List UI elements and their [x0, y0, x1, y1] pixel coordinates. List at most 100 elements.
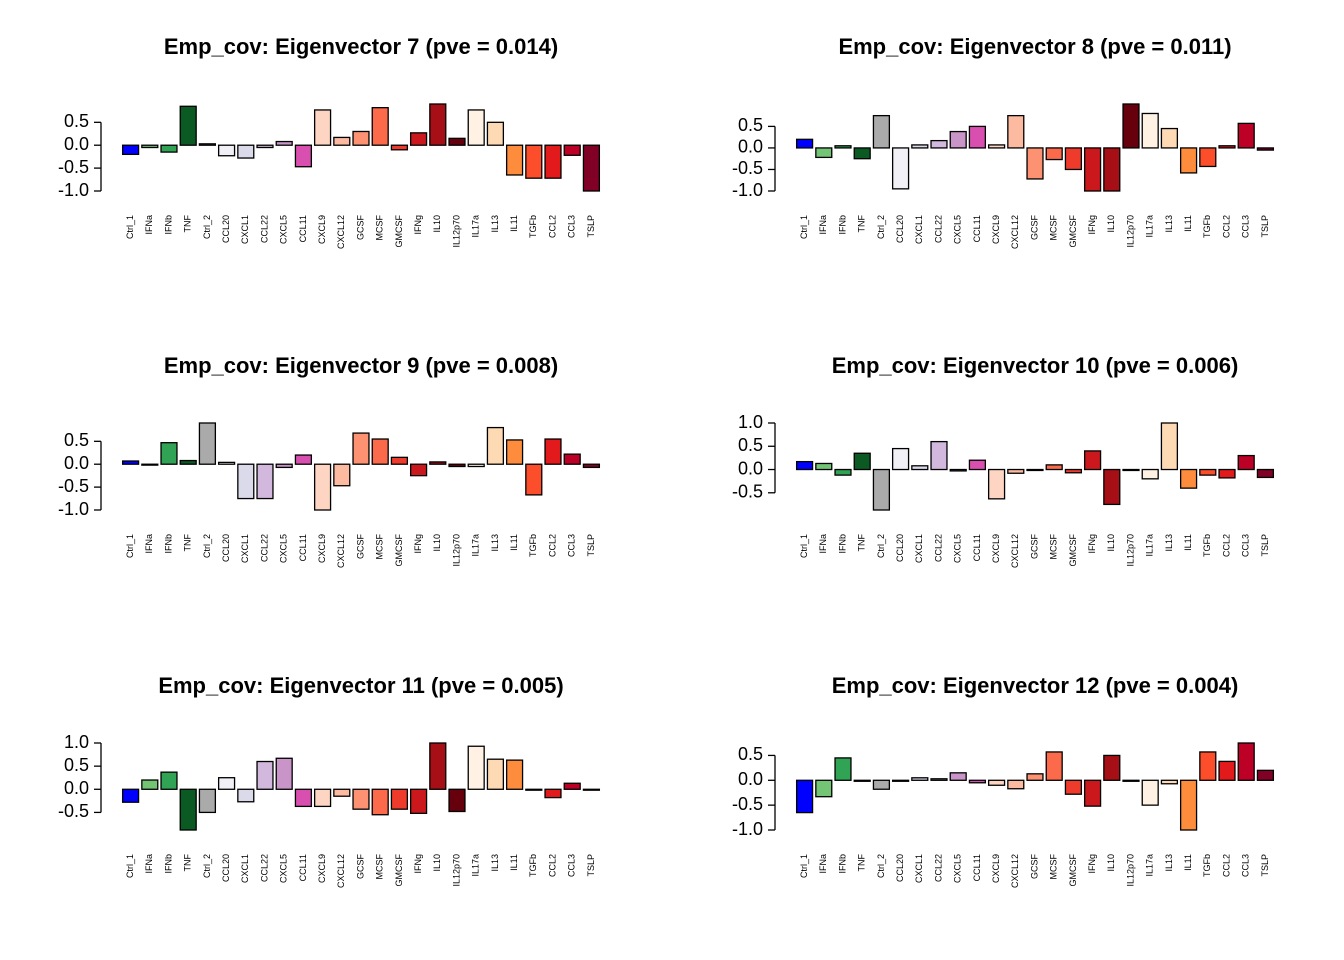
x-tick-label: Ctrl_2 — [202, 534, 212, 558]
x-tick-label: IFNg — [1087, 215, 1097, 235]
bar — [294, 454, 313, 465]
x-tick-label: CCL2 — [1221, 215, 1231, 238]
x-tick-label: CXCL9 — [991, 215, 1001, 244]
bar — [853, 779, 871, 782]
bar — [371, 788, 389, 816]
x-tick-label: TNF — [857, 534, 867, 552]
x-tick-label: IL13 — [490, 854, 500, 872]
bar — [448, 788, 466, 813]
x-tick-label: MCSF — [1049, 215, 1059, 241]
bar — [1026, 773, 1044, 781]
x-tick-label: IL17a — [1145, 215, 1155, 238]
x-tick-label: IFNb — [163, 534, 173, 554]
y-tick-label: -1.0 — [732, 819, 763, 839]
bar — [429, 742, 447, 790]
bar — [815, 147, 833, 159]
x-tick-label: CXCL1 — [240, 534, 250, 563]
y-tick-label: -1.0 — [58, 499, 89, 519]
y-tick-label: 1.0 — [64, 732, 89, 752]
bar — [448, 463, 466, 468]
x-tick-label: CCL11 — [972, 215, 982, 242]
x-tick-label: TSLP — [586, 854, 596, 877]
y-tick-label: 0.0 — [64, 778, 89, 798]
x-tick-label: CXCL5 — [953, 534, 963, 563]
x-tick-label: IL12p70 — [451, 854, 461, 887]
bar — [371, 107, 389, 146]
bar — [179, 459, 197, 465]
x-tick-label: IFNg — [413, 215, 423, 235]
x-tick-label: CCL2 — [1221, 534, 1231, 557]
x-tick-label: CCL11 — [972, 854, 982, 881]
bar — [1218, 760, 1236, 781]
x-tick-label: CCL22 — [259, 534, 269, 562]
x-tick-label: Ctrl_2 — [876, 215, 886, 239]
x-tick-label: IL13 — [1164, 534, 1174, 552]
x-tick-label: IL10 — [1106, 854, 1116, 872]
bar — [237, 463, 255, 500]
x-tick-label: CCL3 — [1241, 534, 1251, 557]
bar — [256, 760, 274, 790]
x-tick-label: IL13 — [490, 215, 500, 233]
bar — [1256, 147, 1275, 151]
x-tick-label: CXCL1 — [914, 854, 924, 883]
bar — [1237, 122, 1255, 149]
x-tick-label: IL13 — [1164, 215, 1174, 233]
bar — [1103, 468, 1121, 506]
bar — [121, 460, 140, 465]
x-tick-label: Ctrl_1 — [799, 534, 809, 558]
bar — [179, 105, 197, 146]
bar — [582, 463, 601, 469]
bar — [911, 144, 929, 149]
bar — [1007, 779, 1025, 790]
bar — [544, 438, 562, 465]
x-tick-label: IL12p70 — [451, 215, 461, 248]
bar — [333, 463, 351, 487]
x-tick-label: IFNa — [144, 215, 154, 235]
bar — [795, 460, 814, 471]
y-tick-label: -0.5 — [732, 158, 763, 178]
x-tick-label: TSLP — [1260, 854, 1270, 877]
x-tick-label: IFNb — [837, 854, 847, 874]
bar — [968, 125, 987, 149]
bar — [795, 138, 814, 149]
bar — [1179, 779, 1198, 831]
bar — [582, 788, 601, 791]
x-tick-label: CXCL9 — [317, 534, 327, 563]
bar — [1083, 450, 1102, 471]
x-tick-label: IFNg — [413, 534, 423, 554]
bar — [275, 757, 293, 790]
x-tick-label: GCSF — [1029, 854, 1039, 880]
bar — [390, 144, 409, 151]
x-tick-label: CXCL5 — [953, 854, 963, 883]
bar — [1141, 468, 1159, 480]
bar — [834, 757, 852, 781]
bar — [834, 145, 852, 149]
x-tick-label: CXCL1 — [240, 215, 250, 244]
bar — [160, 771, 178, 790]
bar — [1160, 422, 1179, 471]
bar — [891, 779, 910, 782]
bar — [1045, 751, 1063, 781]
x-tick-label: CXCL9 — [991, 854, 1001, 883]
bar — [256, 463, 274, 500]
x-tick-label: GMCSF — [1068, 215, 1078, 248]
bar — [930, 139, 948, 149]
x-tick-label: IFNa — [818, 854, 828, 874]
bar — [198, 422, 217, 465]
x-tick-label: IL10 — [1106, 534, 1116, 552]
x-tick-label: TSLP — [1260, 215, 1270, 238]
x-tick-label: CCL2 — [1221, 854, 1231, 877]
x-tick-label: IFNg — [1087, 534, 1097, 554]
bar — [1218, 468, 1236, 479]
bar — [1103, 147, 1121, 192]
bar — [217, 461, 236, 465]
x-tick-label: IFNa — [144, 534, 154, 554]
x-tick-label: Ctrl_2 — [202, 215, 212, 239]
bar — [930, 440, 948, 471]
y-tick-label: 0.5 — [738, 435, 763, 455]
bar — [911, 465, 929, 471]
x-tick-label: CXCL5 — [279, 854, 289, 883]
x-tick-label: GMCSF — [394, 854, 404, 887]
x-tick-label: CXCL9 — [991, 534, 1001, 563]
x-tick-label: CCL20 — [221, 215, 231, 243]
